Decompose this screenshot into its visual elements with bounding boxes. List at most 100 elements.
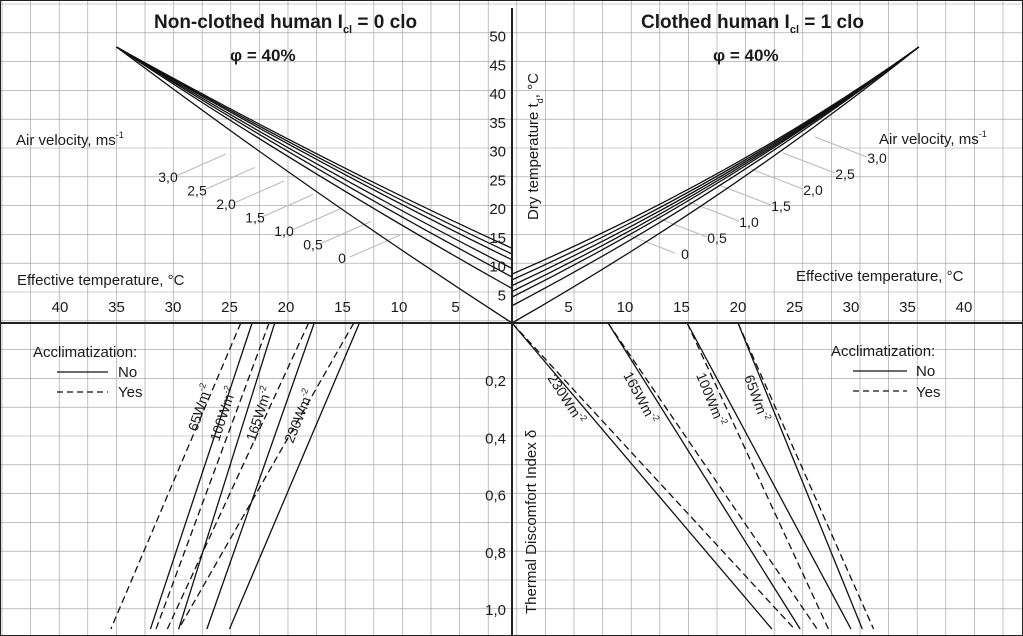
top-left-velocity-curve <box>116 46 513 269</box>
top-left-velocity-label: Air velocity, ms-1 <box>16 130 124 149</box>
top-right-x-tick: 5 <box>564 299 572 316</box>
top-left-velocity-guide <box>233 180 285 204</box>
top-left-velocity-guide <box>320 221 372 244</box>
center-ylabel-top: Dry temperature td, °C <box>525 73 545 220</box>
bottom-right-discomfort-line <box>737 322 863 630</box>
bottom-right-discomfort-line <box>686 322 829 630</box>
discomfort-tick: 0,2 <box>485 373 506 390</box>
top-left-velocity-curve <box>116 46 513 278</box>
top-left-velocity-tick: 0 <box>338 250 346 266</box>
bottom-left-discomfort-line <box>110 322 242 630</box>
top-right-title: Clothed human Icl = 1 clo <box>641 12 864 36</box>
top-right-x-tick: 10 <box>617 299 634 316</box>
top-right-velocity-tick: 0 <box>681 246 689 262</box>
top-right-velocity-tick: 1,5 <box>771 198 791 214</box>
top-left-x-tick: 10 <box>391 299 408 316</box>
top-right-xlabel: Effective temperature, °C <box>796 268 964 285</box>
top-right-velocity-curve <box>511 46 920 275</box>
top-left-velocity-tick: 3,0 <box>158 169 178 185</box>
top-left-velocity-guide <box>291 207 343 231</box>
top-left-velocity-guide <box>175 153 227 177</box>
bottom-right-discomfort-line <box>686 322 852 630</box>
top-right-velocity-label: Air velocity, ms-1 <box>879 129 987 148</box>
top-right-velocity-guide <box>686 200 740 222</box>
top-left-velocity-curve <box>116 46 513 261</box>
top-right-x-tick: 40 <box>956 299 973 316</box>
top-left-x-tick: 30 <box>165 299 182 316</box>
top-left-velocity-curve <box>116 46 513 249</box>
dry-temp-tick: 45 <box>489 57 506 74</box>
top-left-x-tick: 5 <box>451 299 459 316</box>
top-right-x-tick: 35 <box>899 299 916 316</box>
discomfort-tick: 0,4 <box>485 430 506 447</box>
bottom-right-discomfort-line <box>511 322 773 630</box>
bottom-left-discomfort-line <box>206 322 315 630</box>
tick-labels: 40 35 30 25 20 15 10 5 5 10 15 20 25 30 35 405045403530… <box>52 29 973 620</box>
top-left-velocity-tick: 0,5 <box>303 237 323 253</box>
top-left-velocity-guide <box>204 167 256 190</box>
bottom-left-legend-title: Acclimatization: <box>33 344 137 361</box>
top-right-velocity-guide <box>622 232 676 254</box>
bottom-right-legend-title: Acclimatization: <box>831 343 935 360</box>
bottom-left-discomfort-line <box>149 322 253 630</box>
center-ylabel-bottom: Thermal Discomfort Index δ <box>523 430 540 614</box>
top-right-velocity-guide <box>782 152 836 174</box>
top-right-x-tick: 25 <box>786 299 803 316</box>
top-right-velocity-guide <box>814 136 868 158</box>
top-left-velocity-guide <box>262 194 314 217</box>
top-right-velocity-guide <box>750 168 804 190</box>
dry-temp-tick: 20 <box>489 201 506 218</box>
top-left-velocity-tick: 1,5 <box>245 210 265 226</box>
bottom-left-legend: Acclimatization: No Yes <box>33 344 142 401</box>
dry-temp-tick: 5 <box>498 287 506 304</box>
top-right-velocity-tick: 2,5 <box>835 166 855 182</box>
top-left-x-tick: 20 <box>278 299 295 316</box>
top-left-x-tick: 25 <box>221 299 238 316</box>
top-right-x-tick: 20 <box>730 299 747 316</box>
bottom-right-discomfort-line <box>511 322 795 630</box>
top-left-subtitle: φ = 40% <box>230 46 296 65</box>
bottom-right-legend: Acclimatization: No Yes <box>831 343 940 401</box>
dry-temp-tick: 40 <box>489 86 506 103</box>
bottom-right-legend-no: No <box>916 363 935 380</box>
bottom-left-discomfort-line <box>178 322 276 630</box>
velocity-guide-lines <box>175 136 868 258</box>
discomfort-tick: 0,8 <box>485 545 506 562</box>
top-left-x-tick: 35 <box>108 299 125 316</box>
top-left-xlabel: Effective temperature, °C <box>17 272 185 289</box>
top-right-velocity-tick: 0,5 <box>707 230 727 246</box>
top-right-x-tick: 15 <box>673 299 690 316</box>
bottom-left-legend-yes: Yes <box>118 384 142 401</box>
top-left-velocity-curve <box>116 46 513 255</box>
top-left-x-tick: 15 <box>334 299 351 316</box>
bottom-right-discomfort-line <box>607 322 818 630</box>
bottom-left-discomfort-line <box>166 322 310 630</box>
dry-temp-tick: 15 <box>489 230 506 247</box>
top-right-velocity-tick: 3,0 <box>867 150 887 166</box>
bottom-right-discomfort-line <box>607 322 801 630</box>
discomfort-tick: 0,6 <box>485 488 506 505</box>
discomfort-tick: 1,0 <box>485 602 506 619</box>
dry-temp-tick: 30 <box>489 144 506 161</box>
top-right-velocity-curve <box>511 46 920 307</box>
top-left-velocity-curve <box>116 46 513 290</box>
dry-temp-tick: 10 <box>489 259 506 276</box>
top-left-title: Non-clothed human Icl = 0 clo <box>154 12 417 36</box>
dry-temp-tick: 35 <box>489 115 506 132</box>
top-left-velocity-tick: 2,0 <box>216 196 236 212</box>
dry-temp-tick: 50 <box>489 29 506 46</box>
top-left-velocity-tick: 1,0 <box>274 223 294 239</box>
bottom-left-discomfort-line <box>228 322 361 630</box>
dry-temp-tick: 25 <box>489 172 506 189</box>
bottom-left-discomfort-line <box>178 322 355 630</box>
top-right-velocity-curve <box>511 46 920 324</box>
top-left-x-tick: 40 <box>52 299 69 316</box>
bottom-left-legend-no: No <box>118 364 137 381</box>
top-left-velocity-curve <box>116 46 513 324</box>
top-left-velocity-guide <box>349 234 401 258</box>
series-curves <box>110 46 920 630</box>
top-right-x-tick: 30 <box>843 299 860 316</box>
bottom-right-legend-yes: Yes <box>916 384 940 401</box>
